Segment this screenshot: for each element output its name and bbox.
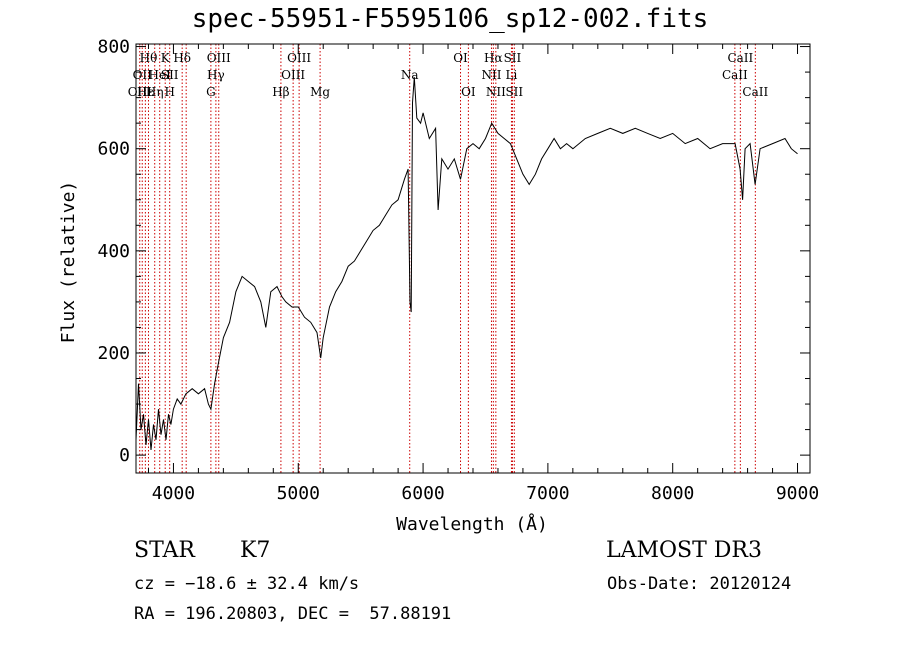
y-tick-label: 400 <box>97 241 130 262</box>
x-axis-label: Wavelength (Å) <box>396 513 548 535</box>
coordinates-text: RA = 196.20803, DEC = 57.88191 <box>134 604 452 624</box>
line-marker-label: SII <box>505 85 523 99</box>
line-marker-label: Hη <box>146 85 164 99</box>
obs-date-text: Obs-Date: 20120124 <box>607 574 792 594</box>
line-marker-label: NII <box>481 68 501 82</box>
line-marker-label: Hγ <box>207 68 225 82</box>
y-tick-label: 0 <box>119 445 130 466</box>
line-marker-label: Hθ <box>140 51 158 65</box>
emission-line-markers <box>139 44 756 473</box>
redshift-text: cz = −18.6 ± 32.4 km/s <box>134 574 360 594</box>
line-marker-label: SII <box>161 68 179 82</box>
line-marker-label: Hα <box>484 51 503 65</box>
line-marker-label: OI <box>461 85 476 99</box>
x-tick-label: 9000 <box>776 483 819 504</box>
survey-label: LAMOST DR3 <box>606 538 762 563</box>
y-tick-label: 600 <box>97 139 130 160</box>
line-marker-label: G <box>206 85 216 99</box>
line-marker-label: OIII <box>128 85 152 99</box>
x-tick-label: 8000 <box>651 483 694 504</box>
spectrum-line <box>135 77 798 451</box>
emission-line-labels: OIII OII Hε Hθ Hη HeI K SII H Hδ G Hγ OIII Hβ OIII OIII… <box>128 51 769 99</box>
line-marker-label: CaII <box>742 85 768 99</box>
line-marker-label: Li <box>506 68 518 82</box>
x-tick-label: 7000 <box>526 483 569 504</box>
line-marker-label: SII <box>504 51 522 65</box>
class-label: STAR <box>134 538 195 563</box>
chart-title: spec-55951-F5595106_sp12-002.fits <box>191 4 709 34</box>
line-marker-label: NII <box>486 85 506 99</box>
x-tick-label: 4000 <box>152 483 195 504</box>
line-marker-label: OIII <box>287 51 311 65</box>
x-axis-ticks: 4000 5000 6000 7000 8000 9000 <box>147 44 819 504</box>
y-tick-label: 200 <box>97 343 130 364</box>
line-marker-label: Hε <box>137 85 154 99</box>
line-marker-label: Hδ <box>173 51 191 65</box>
line-marker-label: HeI <box>149 68 172 82</box>
line-marker-label: K <box>161 51 171 65</box>
line-marker-label: CaII <box>722 68 748 82</box>
line-marker-label: OI <box>453 51 468 65</box>
y-tick-label: 800 <box>97 37 130 58</box>
line-marker-label: OII <box>133 68 153 82</box>
plot-frame <box>135 43 811 474</box>
line-marker-label: Na <box>401 68 419 82</box>
line-marker-label: OIII <box>281 68 305 82</box>
y-axis-ticks: 0 200 400 600 800 <box>97 37 810 466</box>
x-tick-label: 5000 <box>277 483 320 504</box>
y-axis-label: Flux (relative) <box>58 181 79 344</box>
line-marker-label: Mg <box>310 85 330 99</box>
x-tick-label: 6000 <box>401 483 444 504</box>
line-marker-label: CaII <box>727 51 753 65</box>
line-marker-label: Hβ <box>272 85 289 99</box>
subclass-label: K7 <box>240 538 271 563</box>
line-marker-label: OIII <box>207 51 231 65</box>
line-marker-label: H <box>164 85 174 99</box>
